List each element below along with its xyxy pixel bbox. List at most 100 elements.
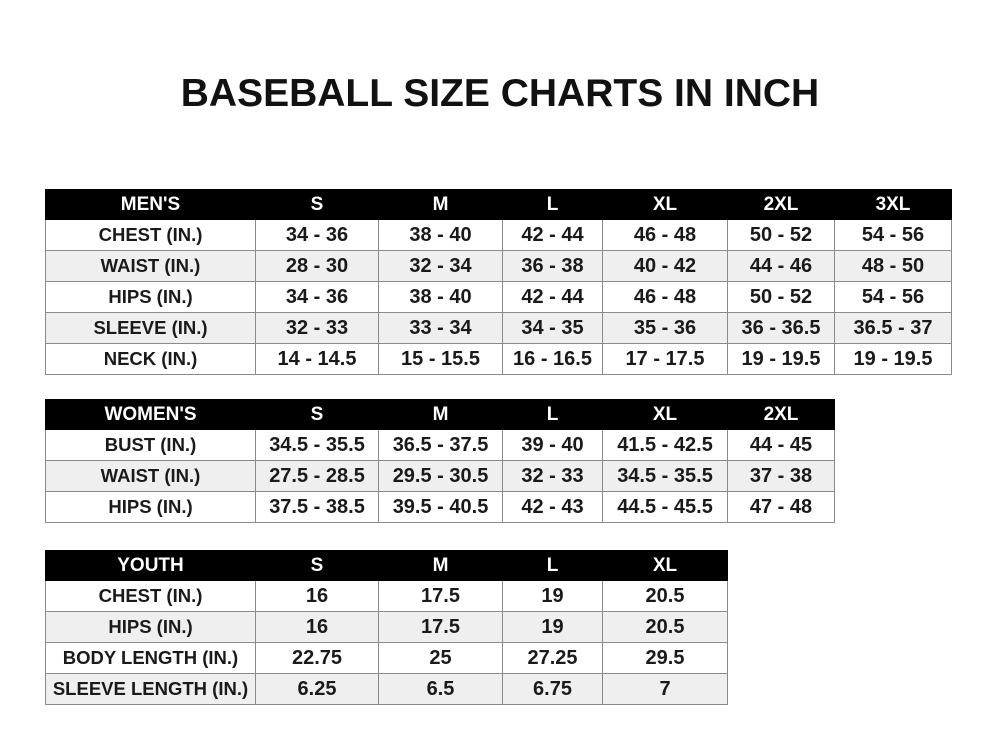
table-row: CHEST (IN.) 16 17.5 19 20.5 <box>45 580 728 612</box>
size-header: XL <box>602 550 728 581</box>
row-label: WAIST (IN.) <box>45 460 256 492</box>
row-label: SLEEVE (IN.) <box>45 312 256 344</box>
measurement-cell: 19 - 19.5 <box>727 343 835 375</box>
measurement-cell: 16 <box>255 611 379 643</box>
table-row: BODY LENGTH (IN.) 22.75 25 27.25 29.5 <box>45 642 728 674</box>
measurement-cell: 46 - 48 <box>602 219 728 251</box>
table-row: CHEST (IN.) 34 - 36 38 - 40 42 - 44 46 - 48 5… <box>45 219 952 251</box>
size-header: 2XL <box>727 189 835 220</box>
measurement-cell: 6.5 <box>378 673 503 705</box>
measurement-cell: 34 - 35 <box>502 312 603 344</box>
size-header: M <box>378 550 503 581</box>
measurement-cell: 20.5 <box>602 580 728 612</box>
page-title: BASEBALL SIZE CHARTS IN INCH <box>180 72 820 115</box>
measurement-cell: 34.5 - 35.5 <box>602 460 728 492</box>
measurement-cell: 37 - 38 <box>727 460 835 492</box>
measurement-cell: 54 - 56 <box>834 219 952 251</box>
measurement-cell: 34.5 - 35.5 <box>255 429 379 461</box>
row-label: CHEST (IN.) <box>45 219 256 251</box>
measurement-cell: 39 - 40 <box>502 429 603 461</box>
category-header: MEN'S <box>45 189 256 220</box>
measurement-cell: 27.25 <box>502 642 603 674</box>
measurement-cell: 40 - 42 <box>602 250 728 282</box>
measurement-cell: 19 - 19.5 <box>834 343 952 375</box>
size-header: S <box>255 189 379 220</box>
measurement-cell: 32 - 33 <box>255 312 379 344</box>
measurement-cell: 37.5 - 38.5 <box>255 491 379 523</box>
header-row: WOMEN'S S M L XL 2XL <box>45 399 835 430</box>
table-row: WAIST (IN.) 28 - 30 32 - 34 36 - 38 40 - 42 4… <box>45 250 952 282</box>
row-label: HIPS (IN.) <box>45 281 256 313</box>
measurement-cell: 42 - 44 <box>502 281 603 313</box>
mens-size-table: MEN'S S M L XL 2XL 3XL CHEST (IN.) 34 - 36 38 - 4… <box>45 189 952 375</box>
category-header: WOMEN'S <box>45 399 256 430</box>
measurement-cell: 33 - 34 <box>378 312 503 344</box>
header-row: MEN'S S M L XL 2XL 3XL <box>45 189 952 220</box>
row-label: BODY LENGTH (IN.) <box>45 642 256 674</box>
size-header: 3XL <box>834 189 952 220</box>
size-header: M <box>378 399 503 430</box>
measurement-cell: 19 <box>502 611 603 643</box>
measurement-cell: 42 - 43 <box>502 491 603 523</box>
table-row: HIPS (IN.) 16 17.5 19 20.5 <box>45 611 728 643</box>
measurement-cell: 38 - 40 <box>378 219 503 251</box>
row-label: HIPS (IN.) <box>45 611 256 643</box>
measurement-cell: 17.5 <box>378 611 503 643</box>
measurement-cell: 20.5 <box>602 611 728 643</box>
measurement-cell: 50 - 52 <box>727 281 835 313</box>
womens-size-table: WOMEN'S S M L XL 2XL BUST (IN.) 34.5 - 35.5 36.5… <box>45 399 835 523</box>
measurement-cell: 50 - 52 <box>727 219 835 251</box>
row-label: WAIST (IN.) <box>45 250 256 282</box>
measurement-cell: 41.5 - 42.5 <box>602 429 728 461</box>
measurement-cell: 38 - 40 <box>378 281 503 313</box>
measurement-cell: 32 - 33 <box>502 460 603 492</box>
measurement-cell: 25 <box>378 642 503 674</box>
measurement-cell: 16 - 16.5 <box>502 343 603 375</box>
measurement-cell: 28 - 30 <box>255 250 379 282</box>
measurement-cell: 16 <box>255 580 379 612</box>
size-header: S <box>255 399 379 430</box>
measurement-cell: 27.5 - 28.5 <box>255 460 379 492</box>
table-row: NECK (IN.) 14 - 14.5 15 - 15.5 16 - 16.5 17 … <box>45 343 952 375</box>
measurement-cell: 14 - 14.5 <box>255 343 379 375</box>
table-row: SLEEVE (IN.) 32 - 33 33 - 34 34 - 35 35 - 36… <box>45 312 952 344</box>
size-header: M <box>378 189 503 220</box>
measurement-cell: 29.5 - 30.5 <box>378 460 503 492</box>
measurement-cell: 6.25 <box>255 673 379 705</box>
row-label: BUST (IN.) <box>45 429 256 461</box>
measurement-cell: 44 - 46 <box>727 250 835 282</box>
size-header: S <box>255 550 379 581</box>
measurement-cell: 36.5 - 37 <box>834 312 952 344</box>
row-label: HIPS (IN.) <box>45 491 256 523</box>
measurement-cell: 48 - 50 <box>834 250 952 282</box>
measurement-cell: 54 - 56 <box>834 281 952 313</box>
measurement-cell: 34 - 36 <box>255 281 379 313</box>
table-row: BUST (IN.) 34.5 - 35.5 36.5 - 37.5 39 - 40 4… <box>45 429 835 461</box>
measurement-cell: 19 <box>502 580 603 612</box>
measurement-cell: 15 - 15.5 <box>378 343 503 375</box>
table-row: HIPS (IN.) 37.5 - 38.5 39.5 - 40.5 42 - 43 4… <box>45 491 835 523</box>
measurement-cell: 17.5 <box>378 580 503 612</box>
size-header: L <box>502 550 603 581</box>
measurement-cell: 6.75 <box>502 673 603 705</box>
measurement-cell: 22.75 <box>255 642 379 674</box>
size-header: L <box>502 399 603 430</box>
measurement-cell: 29.5 <box>602 642 728 674</box>
size-header: XL <box>602 189 728 220</box>
measurement-cell: 47 - 48 <box>727 491 835 523</box>
measurement-cell: 7 <box>602 673 728 705</box>
measurement-cell: 46 - 48 <box>602 281 728 313</box>
measurement-cell: 44.5 - 45.5 <box>602 491 728 523</box>
category-header: YOUTH <box>45 550 256 581</box>
measurement-cell: 35 - 36 <box>602 312 728 344</box>
measurement-cell: 34 - 36 <box>255 219 379 251</box>
table-row: WAIST (IN.) 27.5 - 28.5 29.5 - 30.5 32 - 33… <box>45 460 835 492</box>
youth-size-table: YOUTH S M L XL CHEST (IN.) 16 17.5 19 20.5 HIPS (I… <box>45 550 728 705</box>
table-row: HIPS (IN.) 34 - 36 38 - 40 42 - 44 46 - 48 50… <box>45 281 952 313</box>
row-label: NECK (IN.) <box>45 343 256 375</box>
size-header: 2XL <box>727 399 835 430</box>
row-label: CHEST (IN.) <box>45 580 256 612</box>
measurement-cell: 32 - 34 <box>378 250 503 282</box>
measurement-cell: 36.5 - 37.5 <box>378 429 503 461</box>
size-header: XL <box>602 399 728 430</box>
